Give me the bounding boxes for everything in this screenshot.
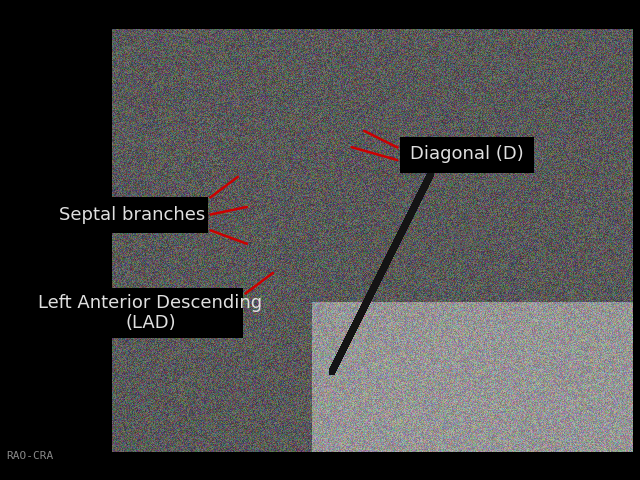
Text: Left Anterior Descending
(LAD): Left Anterior Descending (LAD) <box>38 294 262 332</box>
Text: RAO-CRA: RAO-CRA <box>6 451 54 461</box>
FancyBboxPatch shape <box>400 137 534 173</box>
Text: Diagonal (D): Diagonal (D) <box>410 144 524 163</box>
FancyBboxPatch shape <box>58 288 243 338</box>
FancyBboxPatch shape <box>58 197 208 233</box>
Text: Septal branches: Septal branches <box>60 206 205 224</box>
Text: MEDICA
SNIPPE: MEDICA SNIPPE <box>448 229 486 251</box>
